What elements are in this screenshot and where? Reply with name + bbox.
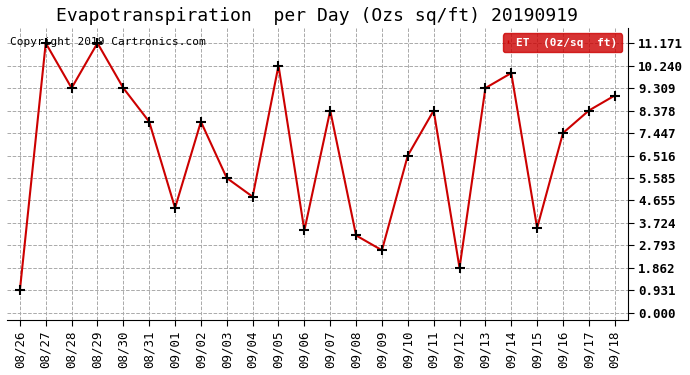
Legend: ET  (0z/sq  ft): ET (0z/sq ft) xyxy=(503,33,622,53)
Title: Evapotranspiration  per Day (Ozs sq/ft) 20190919: Evapotranspiration per Day (Ozs sq/ft) 2… xyxy=(57,7,578,25)
Text: Copyright 2019 Cartronics.com: Copyright 2019 Cartronics.com xyxy=(10,37,206,46)
